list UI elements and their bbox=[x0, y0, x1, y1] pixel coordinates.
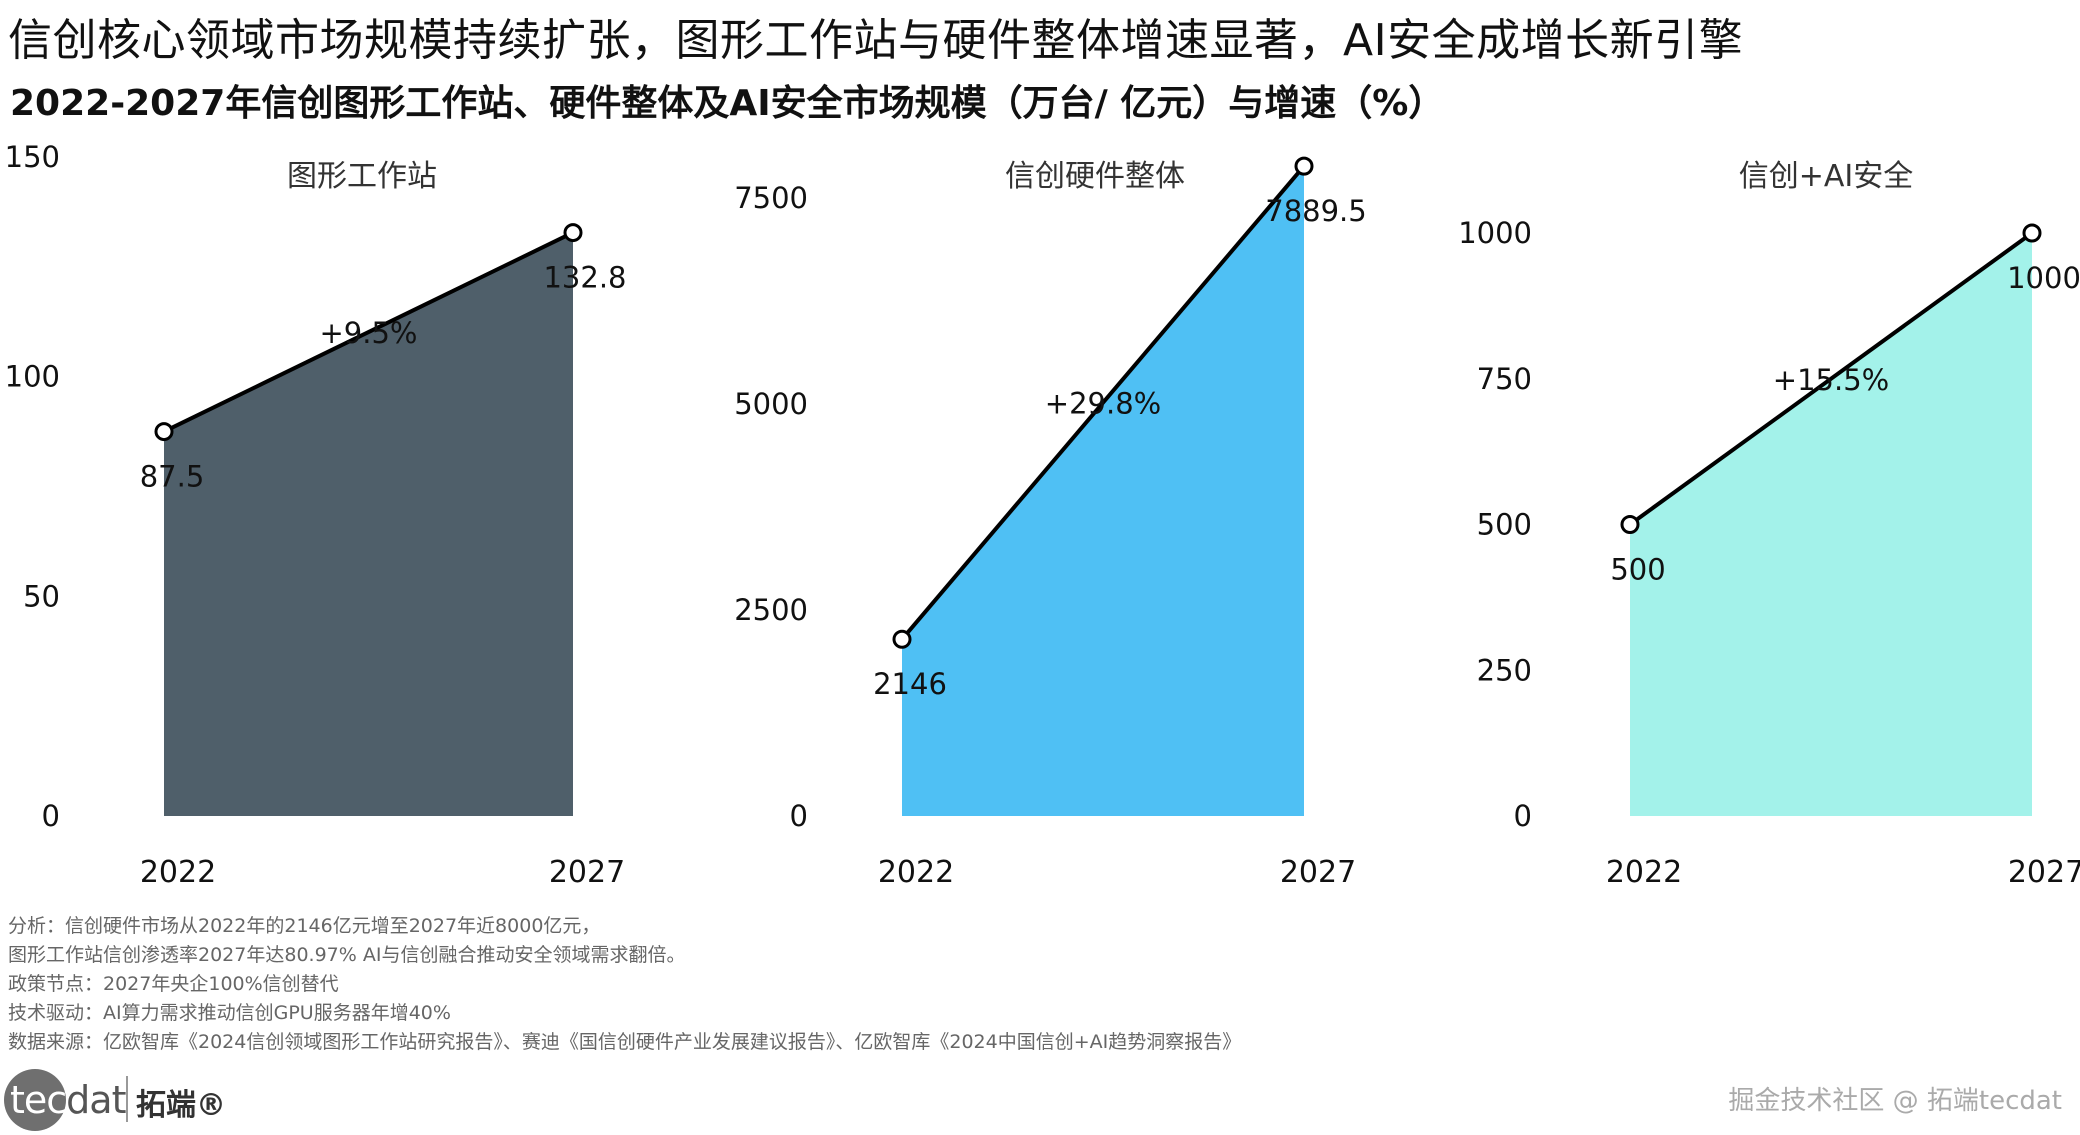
x-tick-label: 2027 bbox=[2008, 855, 2080, 890]
data-label: 7889.5 bbox=[1265, 194, 1366, 228]
logo-circle bbox=[4, 1069, 66, 1131]
y-tick-label: 150 bbox=[5, 140, 60, 174]
y-tick-label: 750 bbox=[1477, 362, 1532, 396]
panel-title: 信创+AI安全 bbox=[1739, 159, 1914, 194]
y-tick-label: 0 bbox=[42, 799, 60, 833]
x-tick-label: 2022 bbox=[1606, 855, 1682, 890]
headline: 信创核心领域市场规模持续扩张，图形工作站与硬件整体增速显著，AI安全成增长新引擎 bbox=[8, 15, 1744, 66]
y-tick-label: 7500 bbox=[734, 181, 808, 215]
growth-label: +9.5% bbox=[320, 316, 418, 350]
notes-block: 分析：信创硬件市场从2022年的2146亿元增至2027年近8000亿元， 图形… bbox=[8, 912, 1241, 1057]
data-point bbox=[2022, 223, 2042, 243]
y-tick-label: 1000 bbox=[1458, 216, 1532, 250]
note-line: 数据来源：亿欧智库《2024信创领域图形工作站研究报告》、赛迪《国信创硬件产业发… bbox=[8, 1031, 1242, 1053]
note-line: 政策节点：2027年央企100%信创替代 bbox=[8, 973, 339, 995]
x-tick-label: 2022 bbox=[140, 855, 216, 890]
series-line bbox=[900, 164, 1306, 641]
tecdat-logo: tecdat 拓端® bbox=[4, 1068, 226, 1132]
logo-cn-text: 拓端® bbox=[136, 1088, 226, 1123]
data-point bbox=[154, 422, 174, 442]
data-point bbox=[1620, 515, 1640, 534]
growth-label: +15.5% bbox=[1773, 363, 1889, 397]
y-tick-label: 0 bbox=[1514, 799, 1532, 833]
x-tick-label: 2022 bbox=[878, 855, 954, 890]
panel-title: 信创硬件整体 bbox=[1005, 159, 1185, 194]
data-label: 87.5 bbox=[140, 460, 205, 494]
note-line: 图形工作站信创渗透率2027年达80.97% AI与信创融合推动安全领域需求翻倍… bbox=[8, 944, 686, 966]
panel-title: 图形工作站 bbox=[287, 159, 437, 194]
watermark: 掘金技术社区 @ 拓端tecdat bbox=[1728, 1086, 2062, 1116]
chart-subtitle: 2022-2027年信创图形工作站、硬件整体及AI安全市场规模（万台/ 亿元）与… bbox=[10, 83, 1445, 124]
area-fill bbox=[902, 166, 1304, 817]
logo-wordmark: tecdat bbox=[10, 1078, 126, 1122]
y-tick-label: 500 bbox=[1477, 508, 1532, 542]
y-tick-label: 5000 bbox=[734, 387, 808, 421]
growth-label: +29.8% bbox=[1045, 387, 1161, 421]
y-tick-label: 50 bbox=[23, 579, 60, 613]
logo-separator bbox=[126, 1076, 128, 1122]
data-point bbox=[892, 629, 912, 649]
y-tick-label: 250 bbox=[1477, 653, 1532, 687]
y-tick-label: 0 bbox=[790, 799, 808, 833]
x-tick-label: 2027 bbox=[549, 855, 625, 890]
data-point bbox=[563, 223, 583, 243]
data-point bbox=[1294, 156, 1314, 176]
series-line bbox=[1628, 231, 2034, 527]
data-label: 2146 bbox=[873, 667, 947, 701]
series-line bbox=[163, 230, 574, 434]
x-tick-label: 2027 bbox=[1280, 855, 1356, 890]
data-label: 1000 bbox=[2007, 261, 2080, 295]
note-line: 技术驱动：AI算力需求推动信创GPU服务器年增40% bbox=[8, 1002, 451, 1024]
charts-canvas: 87.5 132.8 +9.5% 图形工作站 0 50 100 150 2022 2027 2146… bbox=[5, 140, 2080, 890]
y-tick-label: 2500 bbox=[734, 593, 808, 627]
area-fill bbox=[1630, 233, 2032, 816]
data-label: 132.8 bbox=[543, 261, 626, 295]
data-label: 500 bbox=[1610, 553, 1665, 587]
note-line: 分析：信创硬件市场从2022年的2146亿元增至2027年近8000亿元， bbox=[8, 915, 601, 937]
area-fill bbox=[164, 232, 573, 817]
y-tick-label: 100 bbox=[5, 360, 60, 394]
